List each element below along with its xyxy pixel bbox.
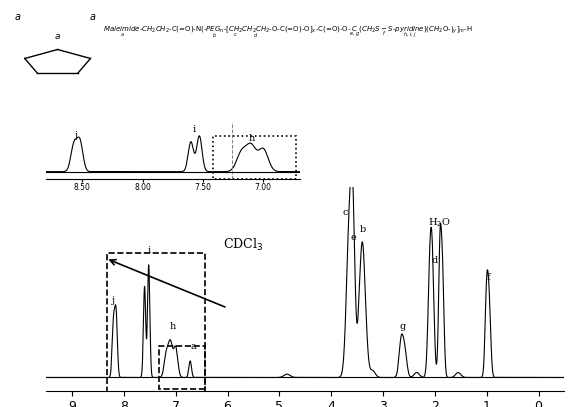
Text: j: j (75, 131, 78, 140)
Text: a: a (14, 11, 20, 22)
Text: a: a (55, 32, 60, 41)
Text: h: h (248, 134, 255, 143)
Text: i: i (147, 246, 150, 255)
Text: a: a (191, 342, 196, 351)
Text: b: b (360, 225, 366, 234)
Text: d: d (432, 256, 438, 265)
Text: a: a (89, 11, 95, 22)
Text: j: j (112, 296, 115, 305)
Text: $\underset{a}{\underset{}{Maleimide}}$-$\underset{}{CH_2CH_2}$-C(=O)-N(-$\unders: $\underset{a}{\underset{}{Maleimide}}$-$… (103, 24, 473, 41)
Text: g: g (400, 322, 406, 331)
Text: h: h (170, 322, 176, 331)
Text: CDCl$_3$: CDCl$_3$ (223, 236, 263, 252)
Text: e: e (350, 233, 356, 242)
Text: c: c (343, 208, 348, 217)
Text: i: i (193, 125, 196, 134)
Text: f: f (487, 273, 490, 282)
Text: H$_2$O: H$_2$O (428, 216, 450, 229)
